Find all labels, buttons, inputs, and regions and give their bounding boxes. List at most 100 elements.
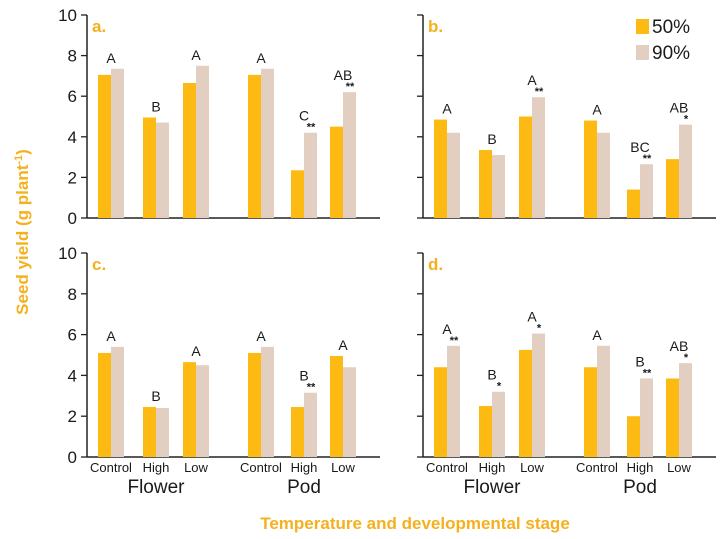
bar-90 xyxy=(261,346,274,457)
significance-letter: A xyxy=(338,337,348,353)
bar-90 xyxy=(679,363,692,457)
significance-letter: A xyxy=(527,72,537,88)
x-tick-label: High xyxy=(627,460,654,475)
group-label: Pod xyxy=(287,477,321,498)
significance-stars: ** xyxy=(643,153,652,165)
significance-letter: A xyxy=(191,47,201,63)
x-tick-label: Low xyxy=(331,460,355,475)
bar-50 xyxy=(584,120,597,218)
bar-90 xyxy=(640,164,653,218)
bar-90 xyxy=(679,124,692,218)
x-tick-label: High xyxy=(479,460,506,475)
significance-letter: BC xyxy=(630,139,649,155)
significance-stars: ** xyxy=(535,86,544,98)
significance-letter: A xyxy=(442,101,452,117)
bar-90 xyxy=(196,65,209,218)
significance-stars: * xyxy=(684,352,689,364)
y-tick-label: 8 xyxy=(68,285,77,304)
bar-90 xyxy=(111,346,124,457)
significance-stars: ** xyxy=(307,382,316,394)
bar-50 xyxy=(98,74,111,218)
bar-90 xyxy=(156,408,169,457)
y-axis-title: Seed yield (g plant-1) xyxy=(13,149,32,315)
bar-50 xyxy=(248,74,261,218)
significance-letter: A xyxy=(106,50,116,66)
significance-stars: ** xyxy=(307,122,316,134)
significance-stars: * xyxy=(497,381,502,393)
bar-50 xyxy=(627,416,640,457)
y-tick-label: 0 xyxy=(68,209,77,228)
bar-50 xyxy=(330,126,343,218)
legend-entry: 90% xyxy=(652,43,690,64)
x-tick-label: Control xyxy=(426,460,468,475)
significance-letter: A xyxy=(256,328,266,344)
significance-letter: B xyxy=(151,99,160,115)
x-tick-label: Control xyxy=(576,460,618,475)
significance-letter: B xyxy=(635,353,644,369)
bar-90 xyxy=(304,132,317,218)
bar-90 xyxy=(447,345,460,457)
significance-letter: B xyxy=(299,368,308,384)
x-tick-label: High xyxy=(143,460,170,475)
bar-90 xyxy=(261,68,274,218)
significance-letter: A xyxy=(527,309,537,325)
bar-50 xyxy=(143,117,156,218)
x-axis-title: Temperature and developmental stage xyxy=(260,514,570,533)
bar-90 xyxy=(111,68,124,218)
significance-letter: AB xyxy=(670,100,689,116)
panel-label: a. xyxy=(92,17,106,36)
y-tick-label: 4 xyxy=(68,128,77,147)
legend-entry: 50% xyxy=(652,17,690,38)
bar-50 xyxy=(291,170,304,218)
group-label: Flower xyxy=(127,477,185,498)
bar-90 xyxy=(492,155,505,218)
bar-50 xyxy=(143,407,156,457)
bar-50 xyxy=(183,83,196,218)
panel-d: d.**AControl*BHigh*ALowAControl**BHigh*A… xyxy=(417,252,716,498)
y-tick-label: 6 xyxy=(68,326,77,345)
significance-letter: AB xyxy=(670,338,689,354)
panel-b: b.AB**AA**BC*AB xyxy=(417,14,716,219)
significance-stars: ** xyxy=(346,81,355,93)
significance-letter: A xyxy=(256,50,266,66)
panel-c: 0246810c.AControlBHighALowAControl**BHig… xyxy=(58,244,380,498)
bar-50 xyxy=(291,407,304,457)
group-label: Flower xyxy=(463,477,521,498)
bar-90 xyxy=(597,345,610,457)
significance-letter: B xyxy=(487,367,496,383)
bar-50 xyxy=(519,349,532,457)
bar-50 xyxy=(98,352,111,457)
bar-90 xyxy=(196,365,209,457)
bar-90 xyxy=(532,97,545,218)
bar-50 xyxy=(519,116,532,218)
significance-letter: A xyxy=(592,102,602,118)
bar-90 xyxy=(447,132,460,218)
bar-90 xyxy=(597,132,610,218)
bar-90 xyxy=(492,391,505,457)
bar-50 xyxy=(627,189,640,218)
significance-letter: A xyxy=(442,321,452,337)
significance-letter: C xyxy=(299,108,309,124)
y-tick-label: 0 xyxy=(68,448,77,467)
group-label: Pod xyxy=(623,477,657,498)
legend: 50%90% xyxy=(636,17,690,64)
legend-swatch xyxy=(636,45,649,60)
bar-90 xyxy=(304,392,317,457)
panel-label: c. xyxy=(92,255,106,274)
y-tick-label: 6 xyxy=(68,87,77,106)
significance-letter: A xyxy=(106,328,116,344)
bar-50 xyxy=(183,362,196,457)
bar-90 xyxy=(343,367,356,457)
x-tick-label: Low xyxy=(667,460,691,475)
x-tick-label: Control xyxy=(240,460,282,475)
x-tick-label: Control xyxy=(90,460,132,475)
significance-stars: * xyxy=(684,114,689,126)
significance-letter: B xyxy=(151,388,160,404)
y-tick-label: 10 xyxy=(58,6,77,25)
panel-label: d. xyxy=(428,255,443,274)
bar-90 xyxy=(532,333,545,457)
bar-90 xyxy=(343,92,356,218)
significance-letter: A xyxy=(191,343,201,359)
bar-50 xyxy=(666,159,679,218)
